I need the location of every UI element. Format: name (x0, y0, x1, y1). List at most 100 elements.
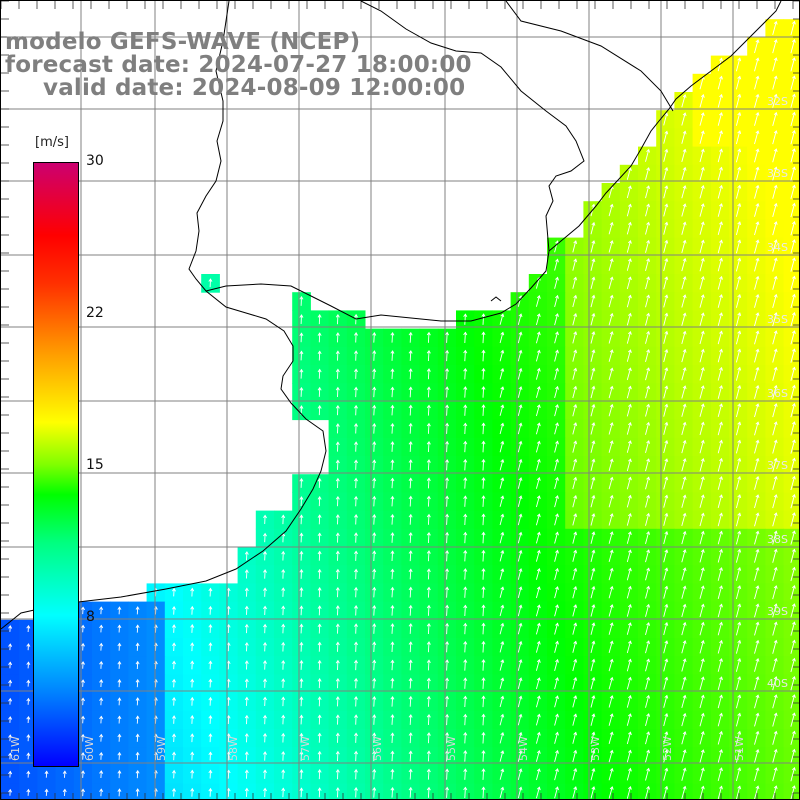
wind-arrow (172, 696, 176, 706)
wind-arrow (517, 477, 523, 489)
wind-arrow (354, 623, 358, 634)
wind-arrow (426, 604, 431, 616)
wind-arrow (335, 677, 340, 689)
wind-arrow (608, 367, 614, 381)
wind-arrow (572, 276, 578, 289)
wind-arrow (735, 439, 742, 454)
wind-arrow (626, 239, 632, 253)
wind-arrow (390, 495, 395, 507)
wind-arrow (608, 258, 614, 271)
wind-arrow (681, 94, 687, 108)
wind-arrow (499, 731, 505, 744)
wind-arrow (790, 657, 796, 673)
field-cell (783, 110, 799, 129)
wind-arrow (354, 768, 358, 780)
wind-arrow (263, 641, 267, 652)
wind-arrow (535, 404, 541, 417)
wind-arrow (754, 639, 760, 654)
axis-labels: 32S 33S 34S 35S 36S 37S 38S 39S 40S 61W 60W 59W 58W 5… (9, 95, 788, 761)
wind-arrow (663, 458, 669, 472)
wind-arrow (117, 770, 122, 779)
wind-arrow (317, 714, 322, 725)
wind-arrow (26, 679, 31, 687)
wind-arrow (335, 368, 340, 379)
wind-arrow (481, 622, 486, 635)
wind-arrow (390, 350, 395, 361)
wind-arrow (445, 368, 449, 380)
wind-arrow (554, 622, 559, 635)
colorbar-gradient (33, 162, 79, 767)
wind-arrow (354, 659, 358, 671)
wind-arrow (772, 457, 778, 472)
wind-arrow (135, 697, 140, 706)
colorbar-tick: 22 (86, 305, 104, 321)
wind-arrow (608, 585, 614, 599)
wind-arrow (8, 697, 13, 705)
wind-arrow (554, 658, 559, 672)
wind-arrow (699, 221, 705, 235)
wind-arrow (663, 694, 669, 708)
wind-arrow (499, 586, 505, 598)
wind-arrow (699, 621, 705, 636)
wind-arrow (790, 439, 796, 454)
wind-arrow (317, 368, 322, 379)
wind-arrow (499, 404, 505, 416)
wind-arrow (354, 714, 358, 725)
wind-arrow (590, 331, 596, 344)
wind-arrow (190, 642, 195, 652)
wind-arrow (735, 75, 742, 90)
wind-arrow (699, 476, 705, 490)
wind-arrow (80, 715, 85, 724)
longitude-label: 53W (589, 736, 602, 761)
wind-arrow (26, 770, 31, 778)
wind-arrow (354, 750, 358, 762)
wind-direction-arrows (8, 20, 796, 799)
wind-arrow (663, 731, 669, 745)
wind-arrow (754, 221, 760, 236)
wind-arrow (608, 713, 614, 726)
wind-arrow (699, 257, 705, 272)
wind-arrow (754, 275, 760, 290)
field-cell (783, 710, 799, 730)
wind-arrow (663, 567, 669, 581)
wind-arrow (626, 676, 632, 690)
wind-arrow (99, 733, 104, 742)
wind-arrow (772, 39, 778, 54)
wind-arrow (645, 239, 651, 253)
wind-arrow (626, 276, 632, 290)
wind-arrow (735, 712, 742, 727)
wind-arrow (445, 550, 449, 562)
wind-arrow (790, 621, 796, 636)
wind-arrow (408, 750, 413, 762)
wind-arrow (735, 548, 742, 563)
wind-arrow (135, 624, 140, 633)
wind-arrow (517, 622, 523, 635)
wind-arrow (535, 604, 541, 617)
wind-arrow (608, 403, 614, 417)
wind-arrow (663, 494, 669, 508)
wind-arrow (626, 622, 632, 635)
wind-arrow (426, 404, 431, 416)
wind-arrow (463, 659, 468, 671)
wind-arrow (790, 111, 796, 127)
wind-arrow (190, 751, 195, 761)
wind-arrow (663, 148, 669, 162)
wind-arrow (608, 440, 614, 453)
wind-arrow (626, 403, 632, 417)
wind-arrow (626, 767, 632, 781)
wind-arrow (699, 403, 705, 417)
wind-arrow (481, 367, 486, 380)
wind-arrow (681, 439, 687, 454)
wind-arrow (590, 531, 596, 544)
wind-arrow (463, 640, 468, 653)
wind-arrow (208, 733, 213, 743)
wind-arrow (790, 566, 796, 582)
wind-arrow (626, 567, 632, 581)
wind-arrow (335, 768, 340, 780)
wind-arrow (772, 676, 778, 691)
wind-arrow (626, 385, 632, 399)
field-cell (783, 274, 799, 293)
wind-arrow (426, 695, 431, 707)
wind-arrow (554, 749, 559, 763)
wind-arrow (735, 603, 742, 618)
